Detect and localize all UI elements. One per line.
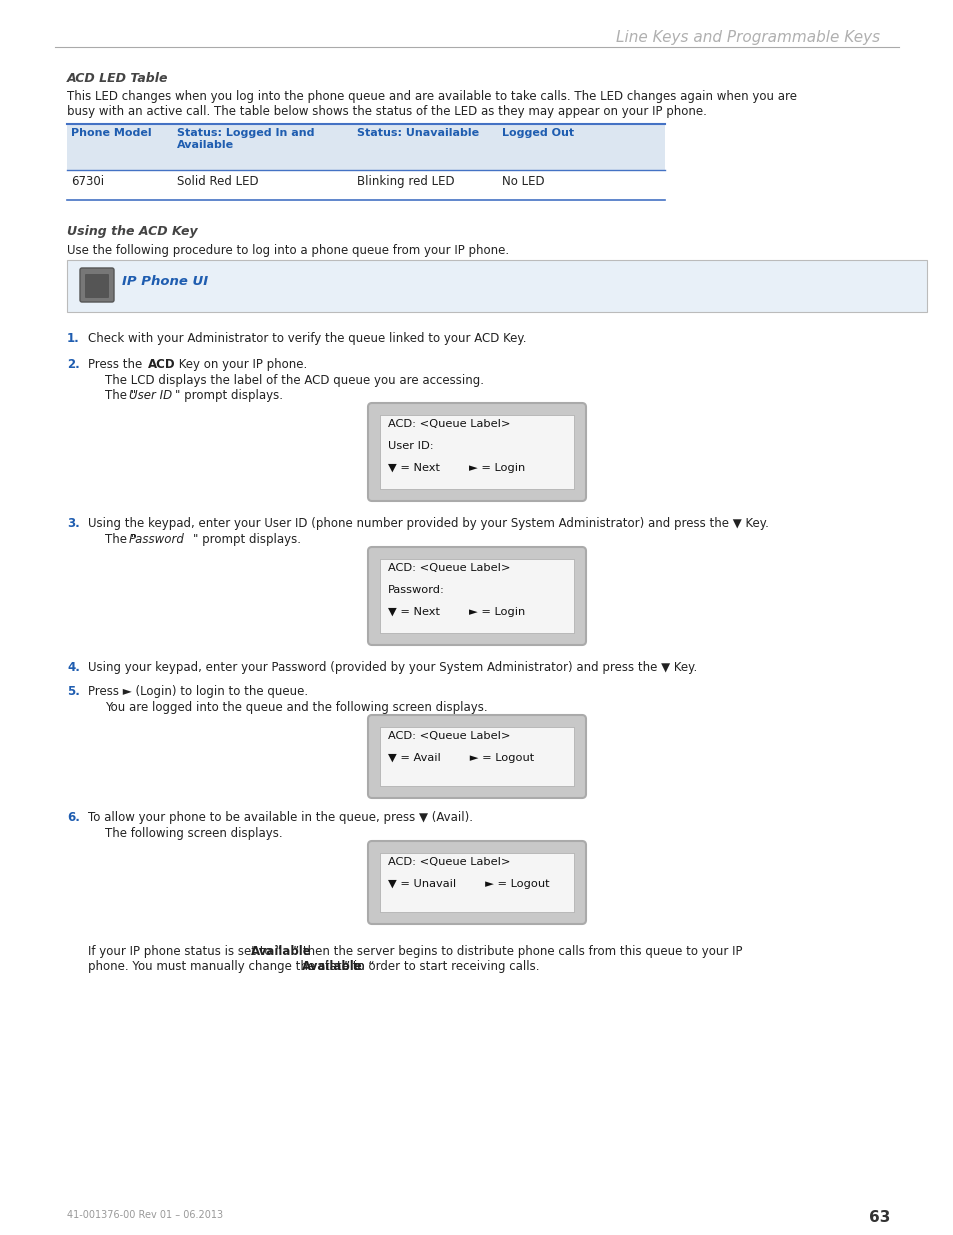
Bar	[67, 124, 664, 170]
Text: The LCD displays the label of the ACD queue you are accessing.: The LCD displays the label of the ACD qu…	[105, 374, 483, 387]
Text: 63: 63	[868, 1210, 889, 1225]
Text: ACD: <Queue Label>: ACD: <Queue Label>	[388, 857, 510, 867]
Text: 2.: 2.	[67, 358, 80, 370]
Text: ▼ = Next        ► = Login: ▼ = Next ► = Login	[388, 606, 525, 618]
Text: 6730i: 6730i	[71, 175, 104, 188]
Text: Using your keypad, enter your Password (provided by your System Administrator) a: Using your keypad, enter your Password (…	[88, 661, 697, 674]
Text: The following screen displays.: The following screen displays.	[105, 827, 282, 840]
FancyBboxPatch shape	[368, 715, 585, 798]
FancyBboxPatch shape	[379, 853, 574, 911]
Text: This LED changes when you log into the phone queue and are available to take cal: This LED changes when you log into the p…	[67, 90, 796, 103]
Text: Blinking red LED: Blinking red LED	[356, 175, 455, 188]
Text: ACD: <Queue Label>: ACD: <Queue Label>	[388, 563, 510, 573]
FancyBboxPatch shape	[85, 274, 109, 298]
Text: Use the following procedure to log into a phone queue from your IP phone.: Use the following procedure to log into …	[67, 245, 509, 257]
Text: Available: Available	[301, 960, 362, 973]
Text: Password: Password	[129, 534, 185, 546]
Text: phone. You must manually change the state to “: phone. You must manually change the stat…	[88, 960, 375, 973]
Text: ACD: ACD	[148, 358, 175, 370]
Text: ▼ = Next        ► = Login: ▼ = Next ► = Login	[388, 463, 525, 473]
Text: Key on your IP phone.: Key on your IP phone.	[174, 358, 307, 370]
Text: 6.: 6.	[67, 811, 80, 824]
Text: Password:: Password:	[388, 585, 444, 595]
Text: 5.: 5.	[67, 685, 80, 698]
Text: Status: Unavailable: Status: Unavailable	[356, 128, 478, 138]
Text: 41-001376-00 Rev 01 – 06.2013: 41-001376-00 Rev 01 – 06.2013	[67, 1210, 223, 1220]
Text: ACD: <Queue Label>: ACD: <Queue Label>	[388, 419, 510, 429]
Text: Available: Available	[251, 945, 312, 958]
Text: Phone Model: Phone Model	[71, 128, 152, 138]
Text: ” in order to start receiving calls.: ” in order to start receiving calls.	[343, 960, 538, 973]
Text: ” then the server begins to distribute phone calls from this queue to your IP: ” then the server begins to distribute p…	[293, 945, 741, 958]
FancyBboxPatch shape	[368, 403, 585, 501]
FancyBboxPatch shape	[80, 268, 113, 303]
FancyBboxPatch shape	[379, 727, 574, 785]
FancyBboxPatch shape	[379, 559, 574, 634]
Text: Logged Out: Logged Out	[501, 128, 574, 138]
Text: Check with your Administrator to verify the queue linked to your ACD Key.: Check with your Administrator to verify …	[88, 332, 526, 345]
Text: User ID: User ID	[129, 389, 172, 403]
Bar	[67, 170, 664, 200]
Text: ▼ = Unavail        ► = Logout: ▼ = Unavail ► = Logout	[388, 879, 549, 889]
Text: Press ► (Login) to login to the queue.: Press ► (Login) to login to the queue.	[88, 685, 308, 698]
Text: The ": The "	[105, 389, 136, 403]
FancyBboxPatch shape	[368, 547, 585, 645]
Text: Line Keys and Programmable Keys: Line Keys and Programmable Keys	[616, 30, 879, 44]
Text: ▼ = Avail        ► = Logout: ▼ = Avail ► = Logout	[388, 753, 534, 763]
Text: Press the: Press the	[88, 358, 146, 370]
Text: Solid Red LED: Solid Red LED	[177, 175, 258, 188]
Text: No LED: No LED	[501, 175, 544, 188]
Text: The ": The "	[105, 534, 136, 546]
Text: User ID:: User ID:	[388, 441, 434, 451]
Text: Using the ACD Key: Using the ACD Key	[67, 225, 197, 238]
Bar	[67, 261, 926, 312]
Text: Status: Logged In and
Available: Status: Logged In and Available	[177, 128, 314, 149]
Text: Using the keypad, enter your User ID (phone number provided by your System Admin: Using the keypad, enter your User ID (ph…	[88, 517, 768, 530]
Text: ACD LED Table: ACD LED Table	[67, 72, 169, 85]
Text: 4.: 4.	[67, 661, 80, 674]
Text: busy with an active call. The table below shows the status of the LED as they ma: busy with an active call. The table belo…	[67, 105, 706, 119]
Text: ACD: <Queue Label>: ACD: <Queue Label>	[388, 731, 510, 741]
Text: 1.: 1.	[67, 332, 80, 345]
Text: If your IP phone status is set to “: If your IP phone status is set to “	[88, 945, 281, 958]
Text: " prompt displays.: " prompt displays.	[174, 389, 283, 403]
FancyBboxPatch shape	[368, 841, 585, 924]
Text: You are logged into the queue and the following screen displays.: You are logged into the queue and the fo…	[105, 701, 487, 714]
Text: 3.: 3.	[67, 517, 80, 530]
Text: " prompt displays.: " prompt displays.	[193, 534, 301, 546]
Text: To allow your phone to be available in the queue, press ▼ (Avail).: To allow your phone to be available in t…	[88, 811, 473, 824]
FancyBboxPatch shape	[379, 415, 574, 489]
Text: IP Phone UI: IP Phone UI	[122, 275, 208, 288]
